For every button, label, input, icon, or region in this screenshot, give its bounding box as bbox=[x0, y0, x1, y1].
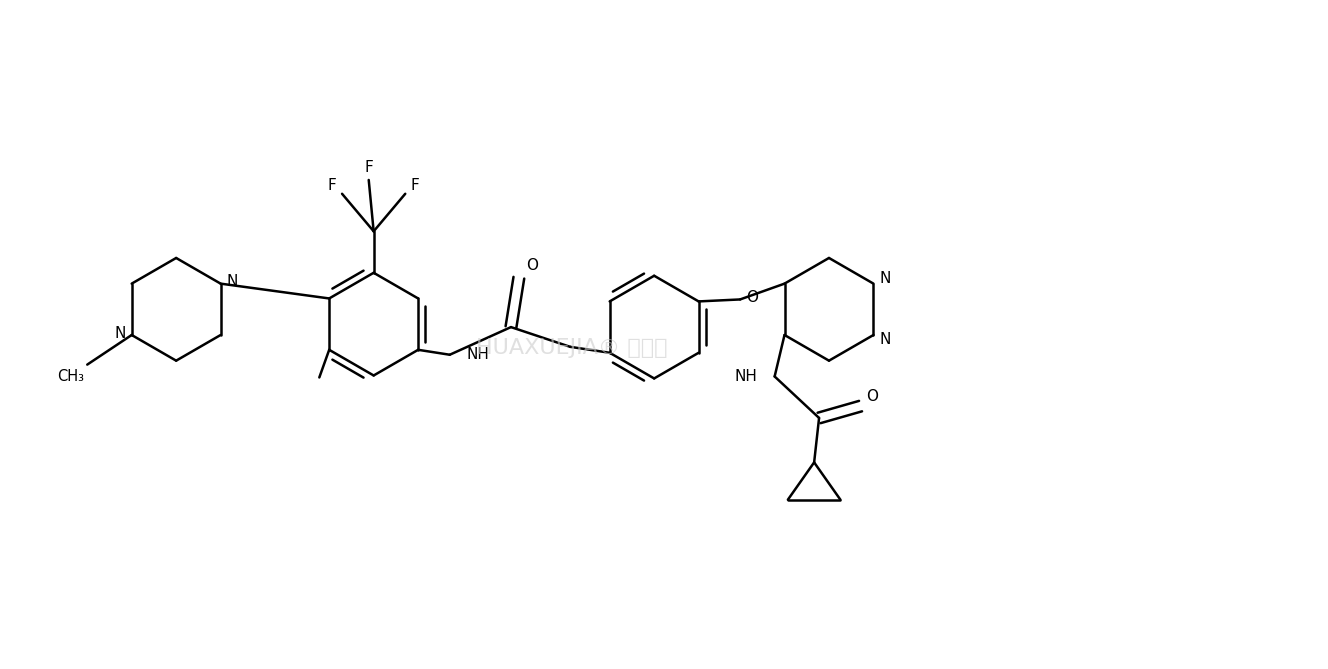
Text: CH₃: CH₃ bbox=[57, 369, 84, 384]
Text: NH: NH bbox=[734, 369, 758, 384]
Text: O: O bbox=[526, 258, 538, 274]
Text: N: N bbox=[227, 274, 238, 289]
Text: HUAXUEJIA® 化学加: HUAXUEJIA® 化学加 bbox=[477, 338, 668, 358]
Text: F: F bbox=[328, 179, 336, 193]
Text: F: F bbox=[410, 179, 420, 193]
Text: N: N bbox=[114, 326, 126, 341]
Text: N: N bbox=[879, 271, 891, 286]
Text: N: N bbox=[879, 332, 891, 347]
Text: F: F bbox=[364, 160, 373, 175]
Text: O: O bbox=[746, 290, 758, 305]
Text: NH: NH bbox=[466, 347, 490, 362]
Text: O: O bbox=[866, 389, 878, 403]
